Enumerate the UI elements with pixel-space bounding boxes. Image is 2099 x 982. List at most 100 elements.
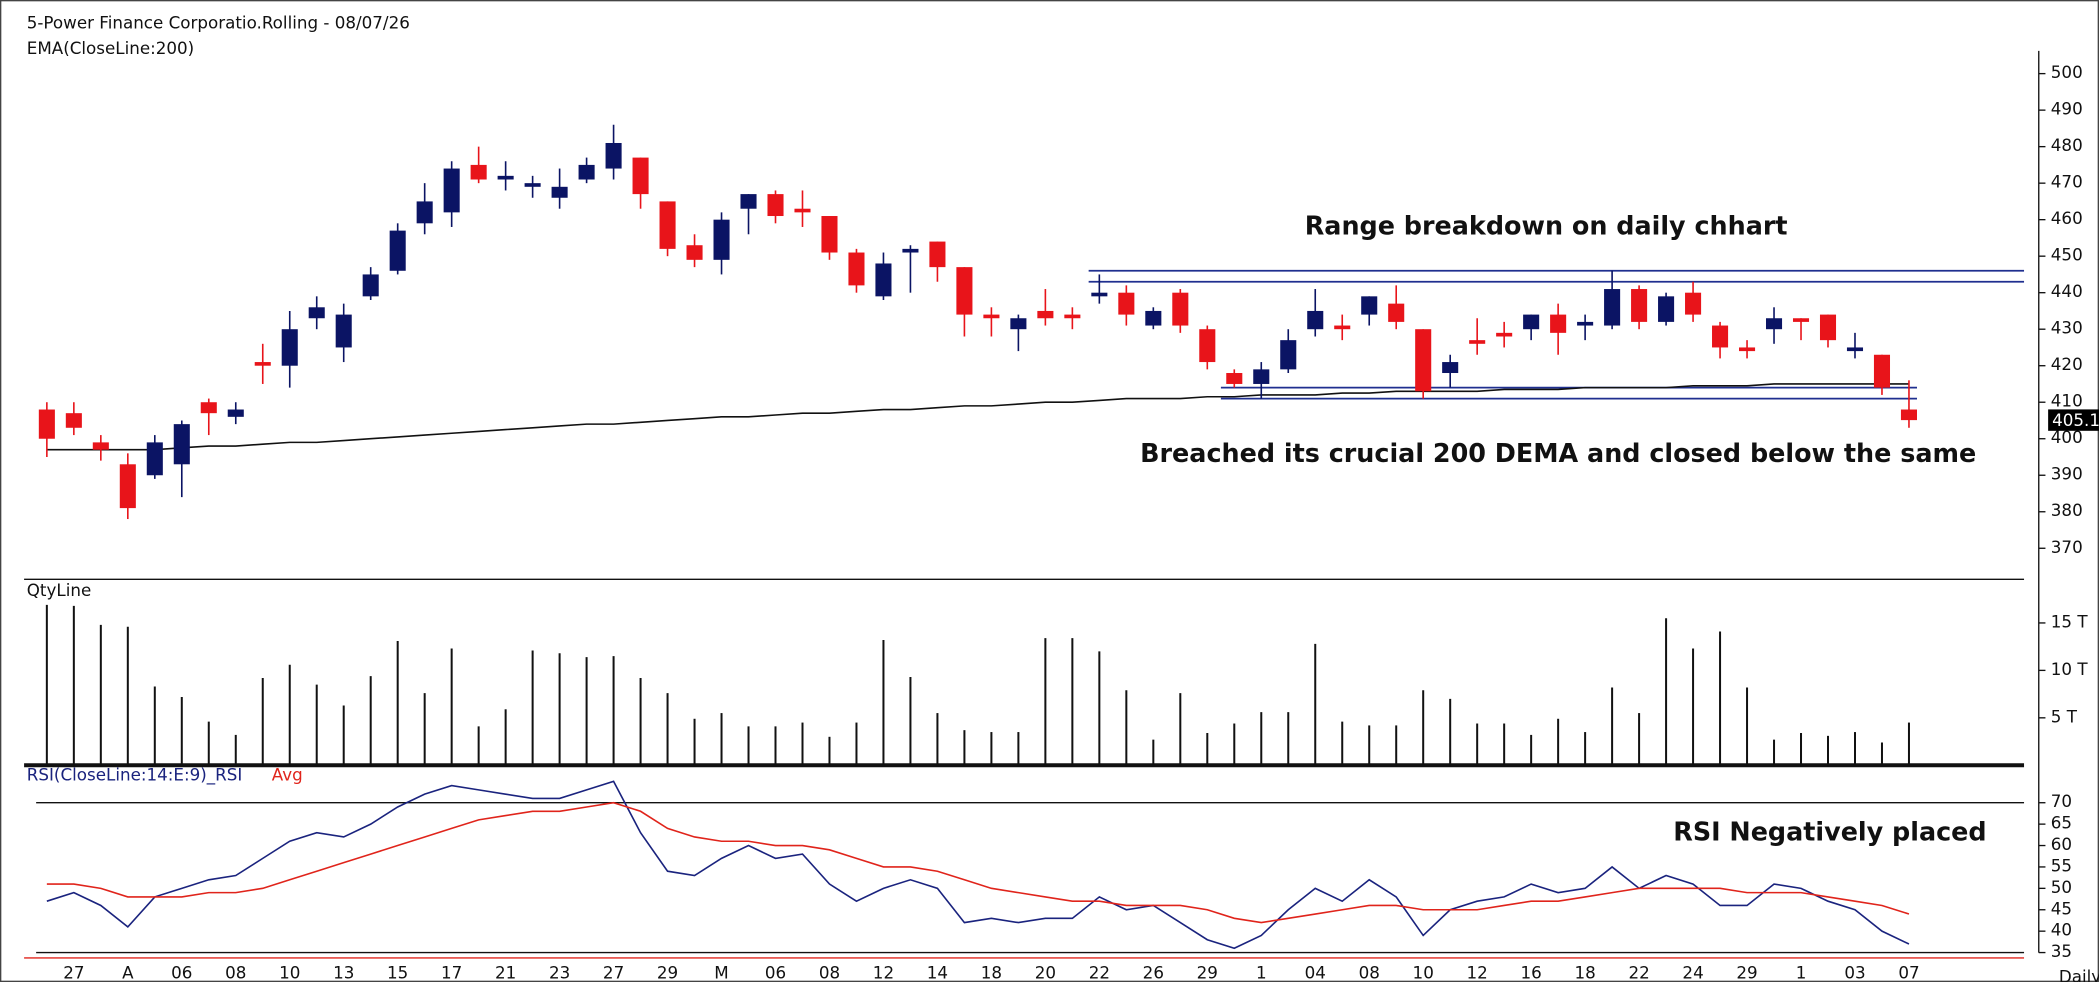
candle-body: [1819, 314, 1837, 341]
y-tick-label: 65: [2051, 813, 2072, 833]
legend-entry: RSI(CloseLine:14:E:9)_RSI: [27, 764, 243, 785]
candle-body: [443, 168, 460, 213]
x-tick-label: 03: [1844, 962, 1865, 982]
candle-body: [470, 164, 487, 180]
y-tick-label: 460: [2051, 208, 2083, 228]
x-tick-label: 1: [1796, 962, 1807, 982]
x-tick-label: 04: [1305, 962, 1326, 982]
candle-body: [902, 248, 919, 253]
annotation: RSI Negatively placed: [1673, 817, 1986, 847]
candle-body: [686, 245, 703, 260]
candle-body: [956, 267, 973, 315]
x-tick-label: 10: [1413, 962, 1434, 982]
x-tick-label: 13: [333, 962, 354, 982]
x-tick-label: 22: [1089, 962, 1110, 982]
candle-body: [1091, 292, 1108, 297]
x-tick-label: M: [714, 962, 728, 982]
legend-entry: Avg: [272, 764, 303, 784]
x-tick-label: 27: [63, 962, 84, 982]
candle-body: [1685, 292, 1702, 315]
candle-body: [38, 409, 55, 439]
x-tick-label: 23: [549, 962, 570, 982]
candle-body: [416, 201, 433, 224]
candle-body: [929, 241, 946, 268]
candle-body: [227, 409, 244, 417]
candle-body: [308, 307, 325, 319]
x-tick-label: 08: [225, 962, 246, 982]
candle-body: [524, 183, 541, 187]
x-tick-label: 29: [1736, 962, 1757, 982]
candle-body: [1442, 362, 1459, 374]
candle-body: [632, 157, 649, 195]
candle-body: [1496, 332, 1513, 337]
candle-body: [767, 194, 784, 217]
y-tick-label: 410: [2051, 391, 2083, 411]
candle-body: [362, 274, 379, 297]
y-tick-label: 10 T: [2051, 659, 2089, 679]
candle-body: [1388, 303, 1405, 322]
candle-body: [578, 164, 595, 180]
y-tick-label: 50: [2051, 877, 2072, 897]
x-tick-label: 07: [1898, 962, 1919, 982]
candle-body: [875, 263, 892, 297]
candle-body: [1145, 310, 1162, 326]
y-tick-label: 60: [2051, 834, 2072, 854]
candle-body: [1631, 289, 1648, 322]
series-line: [46, 383, 1909, 451]
candle-body: [281, 329, 298, 366]
x-tick-label: 26: [1143, 962, 1164, 982]
x-tick-label: 15: [387, 962, 408, 982]
y-tick-label: 500: [2051, 62, 2083, 82]
candle-body: [713, 219, 730, 260]
x-tick-label: 16: [1521, 962, 1542, 982]
candle-body: [497, 175, 514, 180]
x-tick-label: 27: [603, 962, 624, 982]
x-tick-label: 22: [1628, 962, 1649, 982]
x-tick-label: 29: [657, 962, 678, 982]
period-label: Daily: [2059, 966, 2099, 982]
x-tick-label: 06: [171, 962, 192, 982]
y-tick-label: 35: [2051, 941, 2072, 961]
x-tick-label: 18: [1574, 962, 1595, 982]
y-tick-label: 370: [2051, 537, 2083, 557]
x-tick-label: A: [122, 962, 134, 982]
candle-body: [1604, 289, 1621, 326]
y-tick-label: 55: [2051, 855, 2072, 875]
candle-body: [1199, 329, 1216, 363]
candle-body: [65, 413, 82, 428]
candle-body: [200, 402, 217, 414]
candle-body: [1118, 292, 1135, 315]
candle-body: [1010, 318, 1027, 330]
candle-body: [848, 252, 865, 286]
x-tick-label: 18: [981, 962, 1002, 982]
candle-body: [1765, 318, 1783, 330]
candle-body: [1900, 409, 1917, 421]
y-tick-label: 470: [2051, 172, 2083, 192]
candle-body: [92, 442, 109, 450]
y-tick-label: 390: [2051, 464, 2083, 484]
candle-body: [1550, 314, 1567, 333]
candle-body: [659, 201, 676, 249]
candle-body: [335, 314, 352, 348]
y-tick-label: 15 T: [2051, 611, 2089, 631]
y-tick-label: 70: [2051, 791, 2072, 811]
x-tick-label: 21: [495, 962, 516, 982]
candle-body: [1712, 325, 1729, 348]
candle-body: [605, 142, 622, 169]
candle-body: [119, 464, 136, 509]
annotation: Range breakdown on daily chhart: [1305, 210, 1788, 240]
candle-body: [1577, 321, 1594, 326]
y-tick-label: 5 T: [2051, 706, 2078, 726]
x-tick-label: 1: [1256, 962, 1267, 982]
x-tick-label: 17: [441, 962, 462, 982]
legend-entry: EMA(CloseLine:200): [27, 38, 194, 58]
candle-body: [254, 362, 271, 366]
series-line: [46, 780, 1910, 950]
last-price-box: [2048, 409, 2099, 431]
y-tick-label: 45: [2051, 898, 2072, 918]
candle-body: [1361, 296, 1378, 315]
candle-body: [1334, 325, 1351, 330]
